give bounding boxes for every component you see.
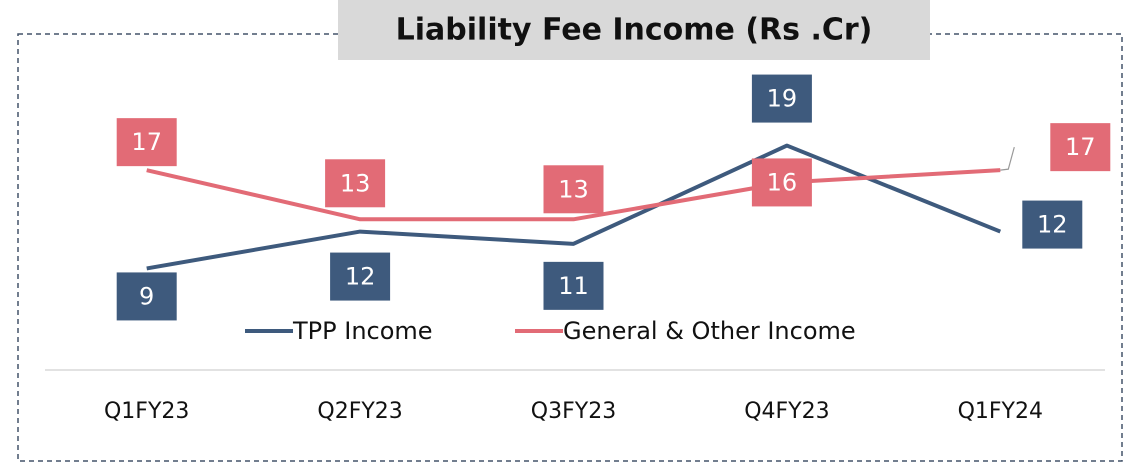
data-label-box xyxy=(543,165,604,214)
data-label-box xyxy=(1022,200,1083,249)
legend-label: General & Other Income xyxy=(563,317,856,345)
data-label: 13 xyxy=(558,175,589,203)
data-label: 12 xyxy=(1037,211,1068,239)
data-label-box xyxy=(751,158,812,207)
data-label: 17 xyxy=(1065,133,1096,161)
data-label-box xyxy=(1050,123,1111,172)
data-label-box xyxy=(116,118,177,167)
line-series xyxy=(146,143,1002,271)
data-label: 9 xyxy=(139,282,154,310)
data-label: 11 xyxy=(558,272,589,300)
x-tick-label: Q2FY23 xyxy=(317,399,402,424)
data-label-box xyxy=(751,74,812,123)
line-series xyxy=(146,168,1001,222)
data-label-box xyxy=(330,252,391,301)
chart-title: Liability Fee Income (Rs .Cr) xyxy=(396,13,873,48)
data-label-box xyxy=(543,261,604,310)
data-label-box xyxy=(325,159,386,208)
data-label: 17 xyxy=(131,128,162,156)
data-label: 16 xyxy=(767,168,798,196)
data-label: 19 xyxy=(767,85,798,113)
x-tick-label: Q1FY23 xyxy=(104,399,189,424)
legend-label: TPP Income xyxy=(292,317,433,345)
data-label: 13 xyxy=(340,169,371,197)
x-tick-label: Q3FY23 xyxy=(531,399,616,424)
data-label: 12 xyxy=(345,263,376,291)
data-label-box xyxy=(116,272,177,321)
leader-line xyxy=(1000,146,1015,171)
title-box xyxy=(338,0,930,60)
x-tick-label: Q4FY23 xyxy=(744,399,829,424)
chart-border xyxy=(17,33,1123,462)
x-tick-label: Q1FY24 xyxy=(958,399,1043,424)
